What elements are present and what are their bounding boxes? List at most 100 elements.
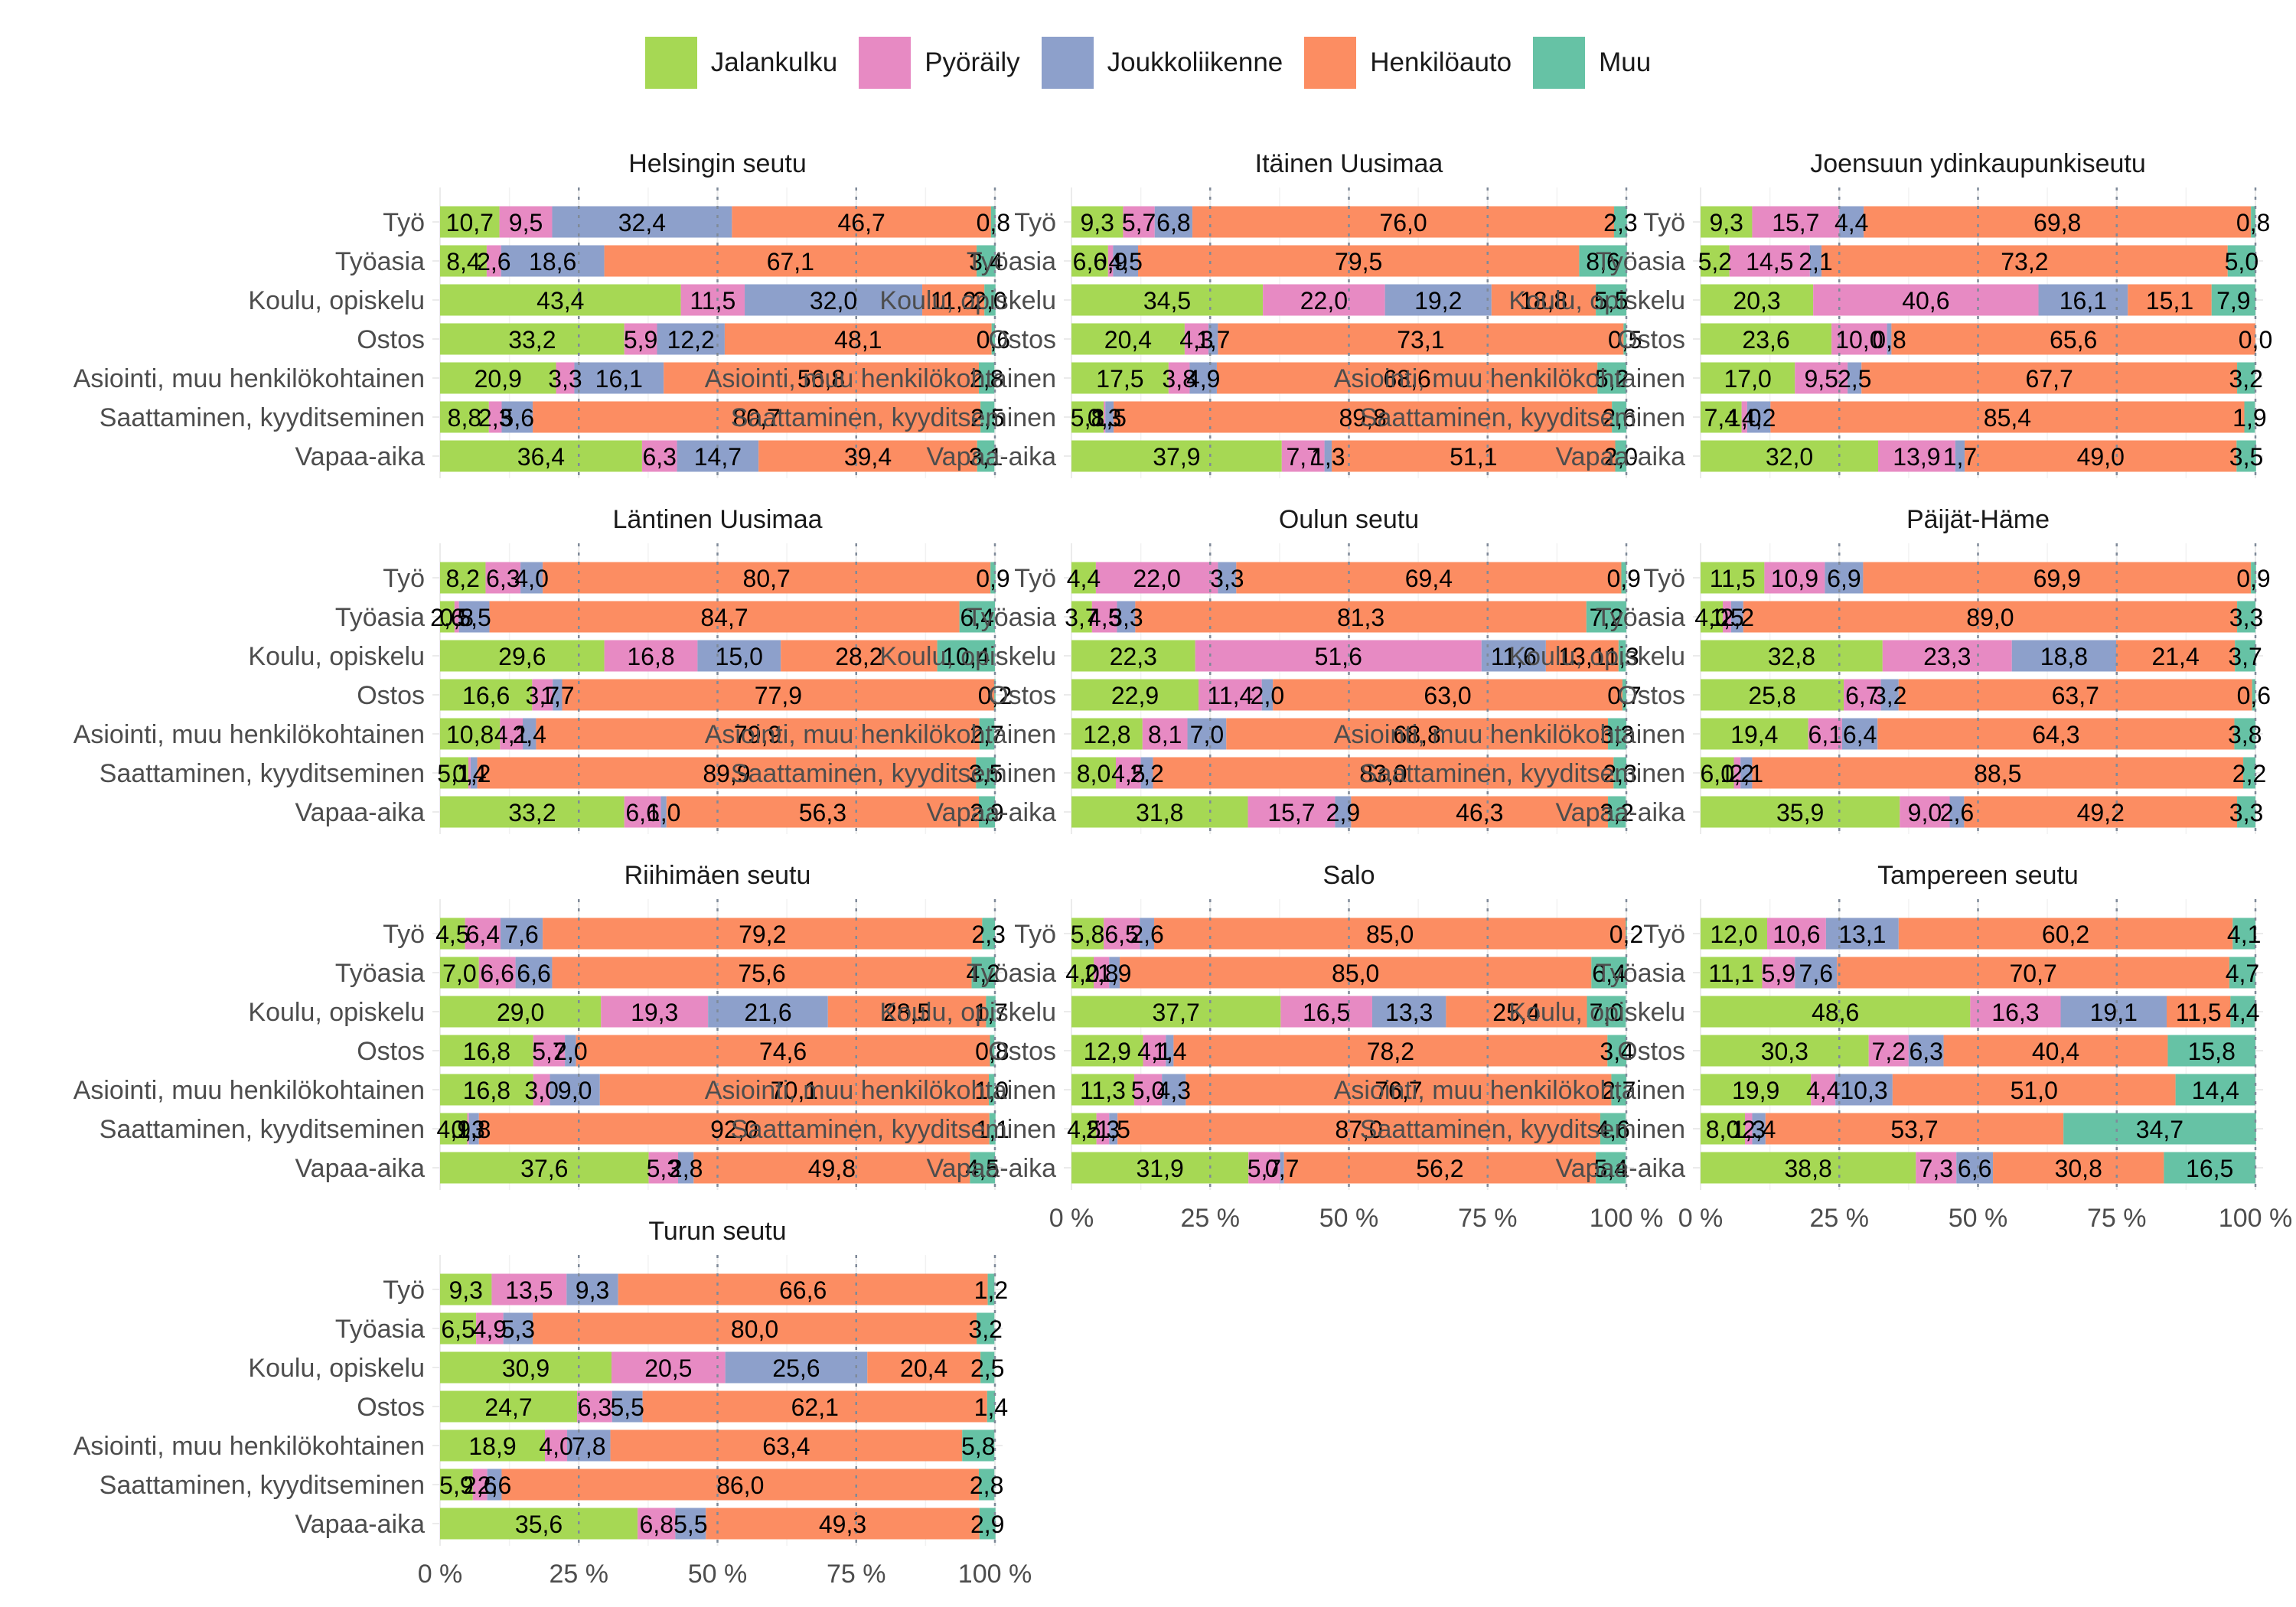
category-label: Ostos <box>988 681 1056 710</box>
bar-segment <box>2235 640 2255 672</box>
panel-title: Helsingin seutu <box>628 149 806 178</box>
data-label: 68,8 <box>1394 721 1441 748</box>
bar-segment <box>2237 362 2255 394</box>
bar-segment <box>1579 245 1627 277</box>
data-label: 56,8 <box>797 365 845 393</box>
bar-segment <box>440 1035 533 1067</box>
legend-item-jalankulku: Jalankulku <box>644 37 837 89</box>
data-label: 0,2 <box>978 682 1012 709</box>
data-label: 56,3 <box>799 799 846 826</box>
data-label: 2,6 <box>477 248 510 275</box>
data-label: 18,8 <box>2040 643 2088 670</box>
bar-segment <box>1618 640 1626 672</box>
data-label: 11,5 <box>2176 999 2222 1026</box>
data-label: 15,1 <box>2146 287 2193 315</box>
bar-segment <box>1140 757 1153 789</box>
bar-segment <box>1208 323 1218 355</box>
data-label: 6,6 <box>625 799 659 826</box>
data-label: 0,3 <box>1088 404 1121 432</box>
data-label: 46,3 <box>1456 799 1503 826</box>
data-label: 5,2 <box>1698 248 1732 275</box>
data-label: 30,8 <box>2055 1155 2102 1182</box>
data-label: 5,2 <box>1595 365 1629 393</box>
data-label: 15,7 <box>1267 799 1315 826</box>
data-label: 81,3 <box>1337 604 1384 631</box>
data-label: 1,5 <box>1096 1116 1130 1143</box>
data-label: 63,7 <box>2052 682 2099 709</box>
data-label: 73,2 <box>2001 248 2048 275</box>
data-label: 6,6 <box>1073 248 1107 275</box>
data-label: 6,6 <box>1958 1155 1991 1182</box>
data-label: 4,0 <box>1694 604 1728 631</box>
data-label: 32,8 <box>1768 643 1815 670</box>
data-label: 2,6 <box>463 1472 497 1499</box>
bar-segment <box>503 1312 533 1345</box>
bar-segment <box>1596 284 1626 316</box>
bar-segment <box>567 1429 611 1462</box>
data-label: 40,6 <box>1902 287 1949 315</box>
data-label: 3,5 <box>2229 443 2263 471</box>
data-label: 51,0 <box>2011 1077 2058 1104</box>
bar-segment <box>1615 440 1626 472</box>
bar-segment <box>604 245 977 277</box>
data-label: 5,3 <box>501 1315 535 1343</box>
data-label: 12,8 <box>1083 721 1130 748</box>
bar-segment <box>465 918 501 950</box>
data-label: 2,3 <box>1086 1116 1120 1143</box>
data-label: 84,7 <box>700 604 748 631</box>
bar-segment <box>1184 323 1209 355</box>
bar-segment <box>501 918 543 950</box>
bar-segment <box>1226 718 1609 750</box>
data-label: 48,6 <box>1812 999 1859 1026</box>
data-label: 1,1 <box>975 1116 1009 1143</box>
bar-segment <box>1094 957 1110 989</box>
bar-segment <box>706 1508 980 1540</box>
data-label: 16,8 <box>627 643 674 670</box>
data-label: 9,0 <box>558 1077 592 1104</box>
bar-segment <box>725 1351 868 1384</box>
data-label: 3,2 <box>2229 365 2262 393</box>
data-label: 19,3 <box>631 999 678 1026</box>
data-label: 43,4 <box>536 287 584 315</box>
data-label: 7,4 <box>1704 404 1738 432</box>
x-tick-label: 25 % <box>1181 1204 1241 1233</box>
category-label: Vapaa-aika <box>295 1510 426 1539</box>
bar-segment <box>724 323 992 355</box>
data-label: 9,3 <box>1709 209 1743 236</box>
bar-segment <box>487 1468 502 1501</box>
data-label: 1,3 <box>1731 1116 1765 1143</box>
category-label: Ostos <box>1617 325 1685 354</box>
data-label: 5,8 <box>961 1433 995 1460</box>
bar-segment <box>2211 284 2255 316</box>
bar-segment <box>2234 718 2255 750</box>
bar-segment <box>1133 1074 1163 1106</box>
bar-segment <box>758 440 977 472</box>
data-label: 34,5 <box>1143 287 1191 315</box>
bar-segment <box>565 1035 576 1067</box>
data-label: 29,0 <box>497 999 544 1026</box>
category-label: Työasia <box>967 603 1056 632</box>
bar-segment <box>1723 601 1731 633</box>
bar-segment <box>1898 918 2233 950</box>
data-label: 2,6 <box>478 1472 511 1499</box>
bar-segment <box>1071 323 1185 355</box>
data-label: 6,4 <box>960 604 994 631</box>
bar-segment <box>533 1312 977 1345</box>
bar-segment <box>1263 284 1385 316</box>
bar-segment <box>745 284 923 316</box>
category-label: Ostos <box>988 1037 1056 1066</box>
data-label: 2,9 <box>970 799 1003 826</box>
bar-segment <box>458 601 490 633</box>
x-tick-label: 50 % <box>1949 1204 2008 1233</box>
bar-segment <box>1491 284 1596 316</box>
bar-segment <box>1623 323 1626 355</box>
data-label: 8,8 <box>448 404 481 432</box>
bar-segment <box>1071 757 1116 789</box>
bar-segment <box>1740 757 1753 789</box>
data-label: 2,5 <box>1838 365 1871 393</box>
bar-segment <box>1154 918 1626 950</box>
bar-segment <box>2237 601 2255 633</box>
data-label: 69,4 <box>1405 565 1453 592</box>
data-label: 10,4 <box>942 643 990 670</box>
data-label: 3,3 <box>1600 721 1634 748</box>
